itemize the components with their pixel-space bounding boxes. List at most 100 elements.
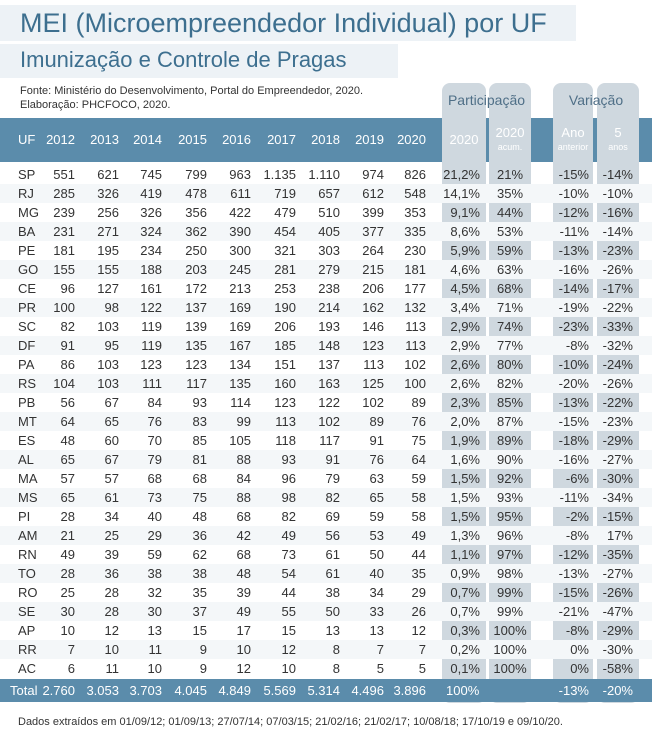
cell-year-value: 155 — [53, 262, 75, 277]
cell-year-value: 139 — [185, 319, 207, 334]
cell-year-value: 49 — [281, 528, 296, 543]
cell-part-acum: 93% — [496, 490, 524, 505]
total-year-value: 2.760 — [42, 683, 75, 698]
cell-year-value: 122 — [140, 300, 162, 315]
cell-year-value: 11 — [148, 642, 163, 657]
cell-year-value: 54 — [281, 566, 296, 581]
cell-year-value: 238 — [318, 281, 340, 296]
cell-year-value: 117 — [186, 376, 207, 391]
footnote: Dados extraídos em 01/09/12; 01/09/13; 2… — [18, 716, 563, 728]
cell-year-value: 5 — [376, 661, 384, 676]
cell-year-value: 551 — [53, 167, 75, 182]
cell-uf: PR — [18, 300, 37, 315]
cell-var-5anos: -33% — [602, 319, 633, 334]
cell-var-5anos: -14% — [602, 224, 633, 239]
cell-year-value: 65 — [104, 414, 119, 429]
cell-var-ano: -20% — [558, 376, 589, 391]
cell-year-value: 657 — [318, 186, 340, 201]
cell-part-acum: 98% — [496, 566, 524, 581]
cell-year-value: 230 — [404, 243, 426, 258]
cell-year-value: 89 — [369, 414, 384, 429]
header-year: 2019 — [355, 132, 384, 147]
cell-year-value: 93 — [192, 395, 207, 410]
cell-year-value: 11 — [105, 661, 120, 676]
cell-var-5anos: 17% — [606, 528, 633, 543]
cell-year-value: 190 — [274, 300, 296, 315]
cell-year-value: 326 — [97, 186, 119, 201]
cell-var-5anos: -24% — [602, 357, 633, 372]
cell-part-acum: 85% — [496, 395, 524, 410]
cell-year-value: 123 — [274, 395, 296, 410]
cell-year-value: 82 — [281, 509, 296, 524]
cell-part-acum: 100% — [493, 661, 527, 676]
cell-year-value: 10 — [147, 661, 162, 676]
cell-year-value: 88 — [236, 490, 251, 505]
cell-year-value: 30 — [147, 604, 162, 619]
cell-year-value: 28 — [104, 604, 119, 619]
cell-year-value: 119 — [141, 319, 162, 334]
cell-year-value: 58 — [411, 509, 426, 524]
cell-year-value: 68 — [236, 509, 251, 524]
cell-year-value: 324 — [140, 224, 162, 239]
cell-part-2020: 2,0% — [450, 414, 480, 429]
cell-year-value: 34 — [369, 585, 384, 600]
cell-year-value: 57 — [60, 471, 75, 486]
cell-part-acum: 59% — [496, 243, 524, 258]
cell-year-value: 1.135 — [263, 167, 296, 182]
cell-year-value: 271 — [97, 224, 119, 239]
total-year-value: 5.314 — [307, 683, 340, 698]
cell-var-ano: -2% — [565, 509, 589, 524]
cell-uf: BA — [18, 224, 36, 239]
cell-var-ano: 0% — [570, 661, 589, 676]
cell-var-5anos: -32% — [602, 338, 633, 353]
cell-year-value: 135 — [185, 338, 207, 353]
cell-year-value: 974 — [362, 167, 384, 182]
cell-year-value: 35 — [192, 585, 207, 600]
cell-var-ano: -15% — [558, 167, 589, 182]
cell-year-value: 30 — [60, 604, 75, 619]
cell-year-value: 38 — [147, 566, 162, 581]
cell-part-acum: 63% — [496, 262, 524, 277]
cell-year-value: 67 — [104, 395, 119, 410]
cell-part-2020: 0,7% — [450, 585, 480, 600]
cell-year-value: 5 — [418, 661, 426, 676]
cell-year-value: 10 — [281, 661, 296, 676]
cell-uf: AL — [18, 452, 34, 467]
cell-year-value: 57 — [104, 471, 119, 486]
cell-year-value: 65 — [369, 490, 384, 505]
cell-year-value: 28 — [60, 509, 75, 524]
cell-year-value: 99 — [236, 414, 251, 429]
cell-year-value: 127 — [97, 281, 119, 296]
cell-year-value: 67 — [104, 452, 119, 467]
cell-part-2020: 1,6% — [450, 452, 480, 467]
cell-var-ano: 0% — [570, 642, 589, 657]
cell-var-ano: -11% — [559, 490, 589, 505]
cell-part-acum: 87% — [496, 414, 524, 429]
cell-year-value: 9 — [199, 661, 207, 676]
cell-uf: MT — [18, 414, 37, 429]
cell-year-value: 177 — [404, 281, 426, 296]
cell-year-value: 60 — [104, 433, 119, 448]
header-year: 2013 — [90, 132, 119, 147]
cell-year-value: 548 — [404, 186, 426, 201]
cell-var-5anos: -58% — [602, 661, 633, 676]
cell-year-value: 55 — [281, 604, 296, 619]
cell-part-2020: 21,2% — [443, 167, 480, 182]
cell-year-value: 125 — [362, 376, 384, 391]
cell-uf: DF — [18, 338, 36, 353]
cell-year-value: 188 — [140, 262, 162, 277]
cell-year-value: 48 — [236, 566, 251, 581]
cell-var-5anos: -27% — [602, 452, 633, 467]
cell-year-value: 50 — [325, 604, 340, 619]
cell-year-value: 82 — [60, 319, 75, 334]
cell-year-value: 35 — [411, 566, 426, 581]
cell-year-value: 86 — [60, 357, 75, 372]
cell-year-value: 105 — [229, 433, 251, 448]
cell-part-2020: 1,5% — [450, 471, 480, 486]
total-label: Total — [10, 683, 38, 698]
cell-year-value: 250 — [185, 243, 207, 258]
cell-year-value: 111 — [142, 376, 162, 391]
cell-part-acum: 100% — [493, 623, 527, 638]
total-year-value: 4.496 — [351, 683, 384, 698]
cell-year-value: 7 — [376, 642, 384, 657]
